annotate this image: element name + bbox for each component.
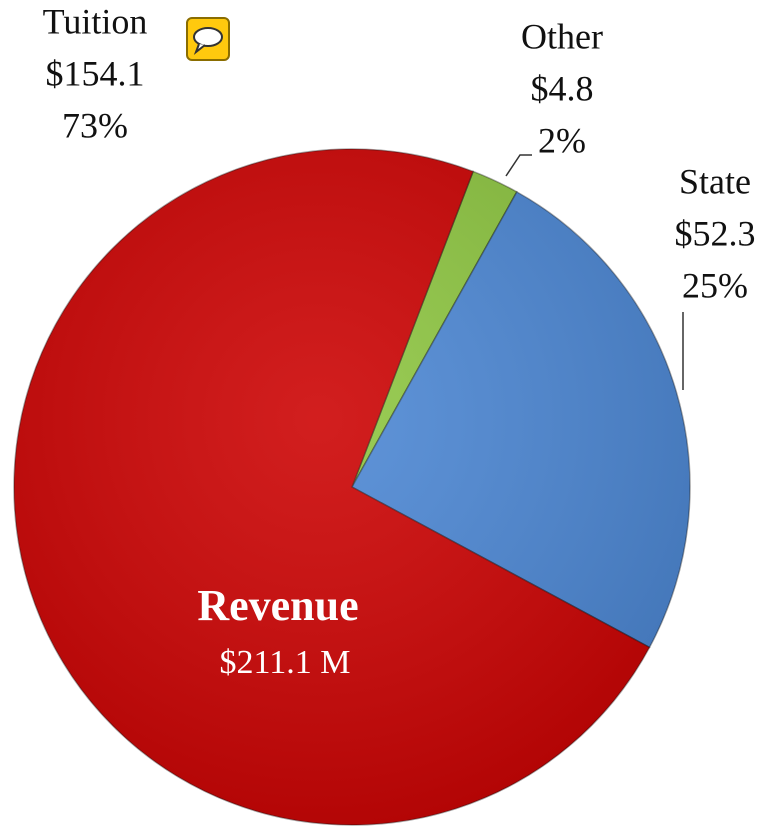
center-subtitle: $211.1 M bbox=[220, 644, 351, 681]
slice-category-label: Other bbox=[521, 16, 603, 56]
comment-icon[interactable] bbox=[186, 17, 230, 61]
leader-line bbox=[505, 154, 532, 177]
slice-percent-label: 2% bbox=[538, 120, 586, 160]
slice-category-label: State bbox=[679, 161, 751, 201]
slice-value-label: $52.3 bbox=[675, 213, 756, 253]
slice-value-label: $4.8 bbox=[531, 68, 594, 108]
slice-value-label: $154.1 bbox=[46, 53, 145, 93]
slice-percent-label: 73% bbox=[62, 105, 128, 145]
center-title: Revenue bbox=[197, 581, 358, 630]
slice-category-label: Tuition bbox=[43, 1, 148, 41]
pie bbox=[13, 148, 691, 826]
slice-percent-label: 25% bbox=[682, 265, 748, 305]
